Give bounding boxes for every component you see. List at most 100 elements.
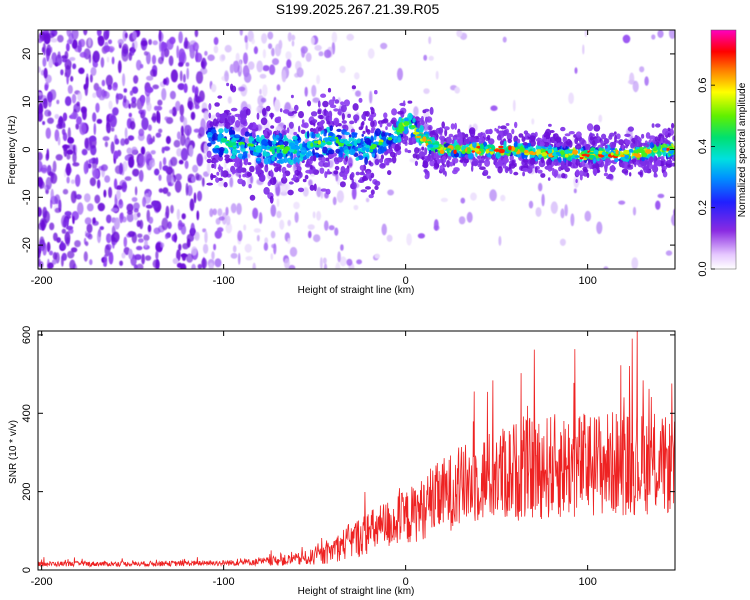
spectrogram-speckle <box>286 59 292 69</box>
spectrogram-band-cell <box>247 162 252 166</box>
spectrogram-band-cell <box>340 104 347 113</box>
spectrogram-band-cell <box>294 104 299 112</box>
spectrogram-speckle <box>145 255 152 261</box>
spectrogram-speckle <box>72 63 77 70</box>
spectrogram-band-cell <box>534 166 538 174</box>
spectrogram-speckle <box>203 149 207 158</box>
spectrogram-speckle <box>161 217 169 231</box>
spectrogram-band-cell <box>338 151 343 159</box>
spectrogram-speckle <box>185 62 190 67</box>
spectrogram-ridge-peak <box>446 150 450 154</box>
spectrogram-band-cell <box>486 134 491 141</box>
spectrogram-band-cell <box>306 100 312 107</box>
spectrogram-band-cell <box>615 133 621 140</box>
spectrogram-band-cell <box>604 158 612 166</box>
spectrogram-speckle <box>163 78 167 85</box>
spectrogram-band-cell <box>209 121 214 127</box>
spectrogram-band-cell <box>472 158 479 166</box>
spectrogram-band-cell <box>553 133 559 141</box>
spectrogram-speckle <box>85 241 89 247</box>
spectrogram-band-cell <box>467 152 474 160</box>
spectrogram-speckle <box>213 243 217 251</box>
spectrogram-ridge-peak <box>415 135 422 139</box>
spectrogram-speckle <box>67 84 73 94</box>
spectrogram-speckle <box>218 216 225 221</box>
spectrogram-band-cell <box>418 118 423 122</box>
spectrogram-speckle <box>192 85 196 93</box>
spectrogram-speckle <box>89 74 93 83</box>
spectrogram-band-cell <box>293 157 300 165</box>
spectrogram-speckle <box>149 159 155 168</box>
spectrogram-speckle <box>112 82 118 91</box>
spectrogram-speckle <box>66 72 69 85</box>
spectrogram-speckle <box>632 80 639 93</box>
spectrogram-band-cell <box>429 106 434 115</box>
spectrogram-speckle <box>93 61 98 68</box>
spectrogram-speckle <box>162 165 169 172</box>
spectrogram-speckle <box>112 231 120 243</box>
spectrogram-band-cell <box>579 161 586 167</box>
spectrogram-speckle <box>148 39 153 45</box>
spectrogram-band-cell <box>662 171 668 178</box>
spectrogram-speckle <box>146 133 152 145</box>
spectrogram-speckle <box>128 248 133 260</box>
spectrogram-band-cell <box>231 169 238 174</box>
spectrogram-speckle <box>113 178 118 189</box>
spectrogram-band-cell <box>472 140 477 149</box>
spectrogram-ridge-peak <box>564 153 569 158</box>
spectrogram-speckle <box>102 91 110 99</box>
spectrogram-band-cell <box>207 131 213 139</box>
spectrogram-speckle <box>103 30 110 39</box>
spectrogram-band-cell <box>464 133 469 138</box>
spectrogram-ridge-peak <box>240 144 245 149</box>
spectrogram-ridge-peak <box>572 149 579 155</box>
spectrogram-speckle <box>312 97 320 103</box>
spectrogram-band-cell <box>521 136 526 143</box>
spectrogram-band-cell <box>218 128 224 134</box>
spectrogram-speckle <box>84 193 91 203</box>
spectrogram-band-cell <box>329 114 333 123</box>
spectrogram-ridge-peak <box>404 117 409 122</box>
spectrogram-band-cell <box>621 143 624 151</box>
spectrogram-speckle <box>78 67 85 75</box>
spectrogram-speckle <box>184 160 189 169</box>
spectrogram-ridge-peak <box>427 140 432 145</box>
spectrogram-ylabel: Frequency (Hz) <box>7 116 18 185</box>
spectrogram-speckle <box>132 30 138 41</box>
spectrogram-band-cell <box>553 170 558 178</box>
spectrogram-speckle <box>178 31 183 44</box>
spectrogram-band-cell <box>359 165 365 171</box>
spectrogram-speckle <box>281 69 287 83</box>
spectrogram-band-cell <box>273 163 278 167</box>
snr-ticks: -200 -100 0 100 0 200 400 600 <box>21 326 675 588</box>
spectrogram-band-cell <box>383 112 388 119</box>
spectrogram-band-cell <box>213 161 217 170</box>
spectrogram-speckle <box>182 243 189 250</box>
spectrogram-band-cell <box>281 176 288 184</box>
spectrogram-band-cell <box>279 108 283 113</box>
spectrogram-speckle <box>61 128 66 135</box>
spectrogram-speckle <box>167 221 172 229</box>
spectrogram-band-cell <box>348 163 353 167</box>
spectrogram-speckle <box>291 40 295 47</box>
spectrogram-speckle <box>127 135 135 141</box>
spectrogram-speckle <box>568 92 574 105</box>
spectrogram-ridge-peak <box>365 144 371 149</box>
spectrogram-band-cell <box>226 115 232 119</box>
spectrogram-band-cell <box>234 157 241 164</box>
spectrogram-speckle <box>116 93 124 100</box>
spectrogram-speckle <box>123 88 128 93</box>
spectrogram-speckle <box>97 202 106 212</box>
spectrogram-band-cell <box>484 159 491 167</box>
spectrogram-speckle <box>162 157 167 166</box>
spectrogram-ridge-peak <box>632 153 639 156</box>
spectrogram-band-cell <box>366 139 372 147</box>
spectrogram-ridge-peak <box>310 142 314 147</box>
spectrogram-band-cell <box>537 140 541 146</box>
spectrogram-band-cell <box>495 162 499 169</box>
spectrogram-band-cell <box>547 177 551 181</box>
spectrogram-speckle <box>289 246 298 257</box>
spectrogram-band-cell <box>444 129 448 137</box>
spectrogram-band-cell <box>206 150 212 158</box>
spectrogram-band-cell <box>370 107 375 115</box>
